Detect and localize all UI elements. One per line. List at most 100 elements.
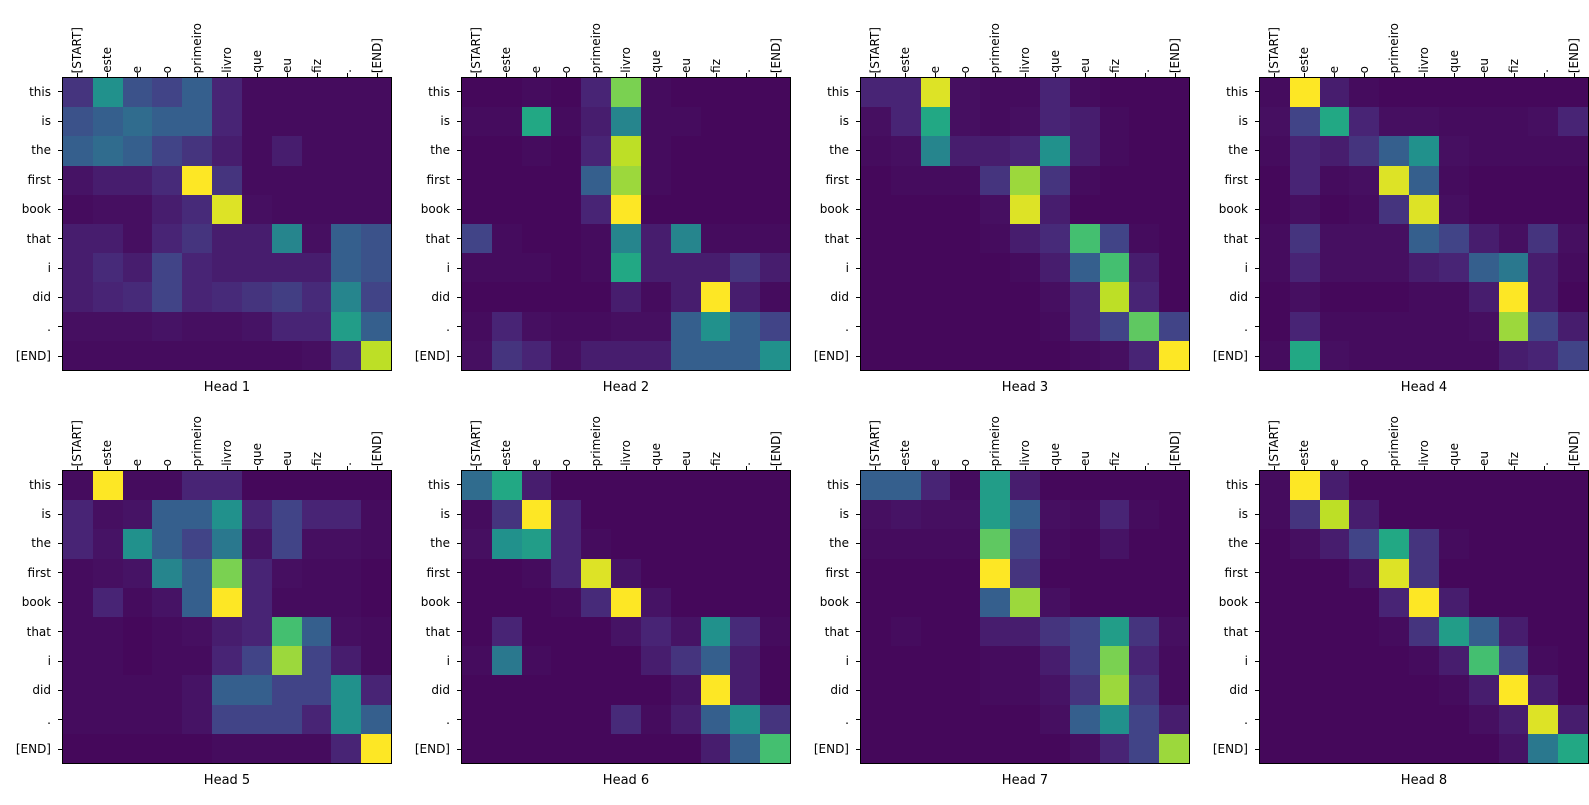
heatmap-cell	[1129, 107, 1160, 137]
y-tick-mark	[856, 326, 860, 328]
heatmap-cell	[212, 282, 242, 312]
x-tick-mark	[775, 466, 777, 470]
heatmap-cell	[152, 224, 183, 254]
heatmap-cell	[1409, 617, 1439, 647]
heatmap-cell	[1289, 529, 1320, 559]
x-tick-mark	[715, 73, 717, 77]
heatmap-cell	[1099, 646, 1130, 676]
x-tick-label: e	[130, 458, 144, 466]
y-tick-mark	[58, 120, 62, 122]
heatmap-cell	[1159, 704, 1189, 734]
y-tick-label: [END]	[15, 349, 51, 364]
y-tick-label: that	[425, 231, 450, 246]
heatmap-cell	[670, 224, 701, 254]
heatmap-cell	[1129, 311, 1160, 341]
heatmap-cell	[212, 78, 242, 108]
heatmap-cell	[920, 529, 951, 559]
y-tick-label: [END]	[414, 742, 450, 757]
heatmap-cell	[581, 282, 612, 312]
heatmap-cell	[551, 675, 582, 705]
heatmap-cell	[581, 558, 612, 588]
heatmap-cell	[1260, 587, 1290, 617]
heatmap-cell	[980, 587, 1011, 617]
heatmap-cell	[1129, 675, 1160, 705]
x-tick-label: livro	[1417, 47, 1431, 73]
x-tick-label: que	[649, 50, 663, 73]
x-tick-label: [START]	[70, 419, 84, 466]
heatmap-cell	[1438, 253, 1469, 283]
heatmap-cell	[182, 587, 213, 617]
x-tick-label: fiz	[1507, 452, 1521, 466]
heatmap-cell	[122, 194, 153, 224]
heatmap-cell	[1379, 704, 1410, 734]
heatmap-cell	[241, 311, 272, 341]
x-tick-label: este	[898, 47, 912, 73]
heatmap-cell	[1289, 646, 1320, 676]
heatmap-cell	[462, 587, 492, 617]
heatmap-cell	[1099, 107, 1130, 137]
y-tick-label: i	[1244, 654, 1248, 669]
heatmap-cell	[1039, 733, 1070, 763]
y-tick-label: book	[21, 202, 51, 217]
heatmap-cell	[1069, 311, 1100, 341]
heatmap-cell	[1159, 529, 1189, 559]
y-tick-mark	[58, 719, 62, 721]
heatmap-cell	[1498, 107, 1529, 137]
heatmap-cell	[1409, 587, 1439, 617]
heatmap-cell	[1558, 733, 1588, 763]
x-tick-mark	[745, 466, 747, 470]
x-axis-ticks	[62, 73, 392, 77]
x-axis-ticks	[860, 73, 1190, 77]
heatmap-cell	[1438, 311, 1469, 341]
y-tick-mark	[58, 91, 62, 93]
heatmap-cell	[301, 646, 332, 676]
heatmap-cell	[1528, 617, 1559, 647]
heatmap-cell	[1558, 471, 1588, 501]
heatmap-cell	[1409, 224, 1439, 254]
heatmap-cell	[760, 78, 790, 108]
heatmap-cell	[581, 340, 612, 370]
x-tick-mark	[1084, 466, 1086, 470]
heatmap-cell	[700, 529, 731, 559]
heatmap-cell	[1319, 136, 1350, 166]
heatmap-cell	[331, 194, 362, 224]
heatmap-cell	[1159, 78, 1189, 108]
heatmap-cell	[730, 78, 761, 108]
y-tick-mark	[58, 513, 62, 515]
x-tick-mark	[1303, 466, 1305, 470]
heatmap-cell	[950, 587, 981, 617]
heatmap-cell	[1010, 587, 1040, 617]
x-tick-mark	[1174, 466, 1176, 470]
heatmap-cell	[1528, 733, 1559, 763]
attention-heatmap	[1259, 470, 1589, 764]
x-tick-label: .	[739, 462, 753, 466]
heatmap-cell	[920, 558, 951, 588]
heatmap-cell	[152, 471, 183, 501]
heatmap-cell	[1409, 340, 1439, 370]
heatmap-cell	[890, 675, 921, 705]
heatmap-cell	[331, 558, 362, 588]
y-tick-label: did	[830, 683, 849, 698]
heatmap-cell	[1289, 471, 1320, 501]
attention-head-panel-5: [START] este e o primeiro livro que eu fiz. [END]…	[2, 400, 392, 790]
heatmap-cell	[241, 165, 272, 195]
heatmap-cell	[670, 471, 701, 501]
heatmap-cell	[1099, 500, 1130, 530]
heatmap-cell	[760, 136, 790, 166]
x-tick-label: fiz	[310, 59, 324, 73]
y-tick-label: first	[426, 565, 450, 580]
heatmap-cell	[491, 194, 522, 224]
heatmap-cell	[462, 224, 492, 254]
heatmap-cell	[920, 165, 951, 195]
y-tick-mark	[457, 355, 461, 357]
x-tick-mark	[1513, 466, 1515, 470]
heatmap-cell	[1039, 78, 1070, 108]
y-tick-mark	[856, 601, 860, 603]
x-tick-label: que	[1048, 50, 1062, 73]
heatmap-cell	[361, 704, 391, 734]
heatmap-cell	[331, 253, 362, 283]
y-tick-mark	[457, 689, 461, 691]
heatmap-cell	[152, 529, 183, 559]
heatmap-cell	[1558, 646, 1588, 676]
x-tick-mark	[475, 73, 477, 77]
